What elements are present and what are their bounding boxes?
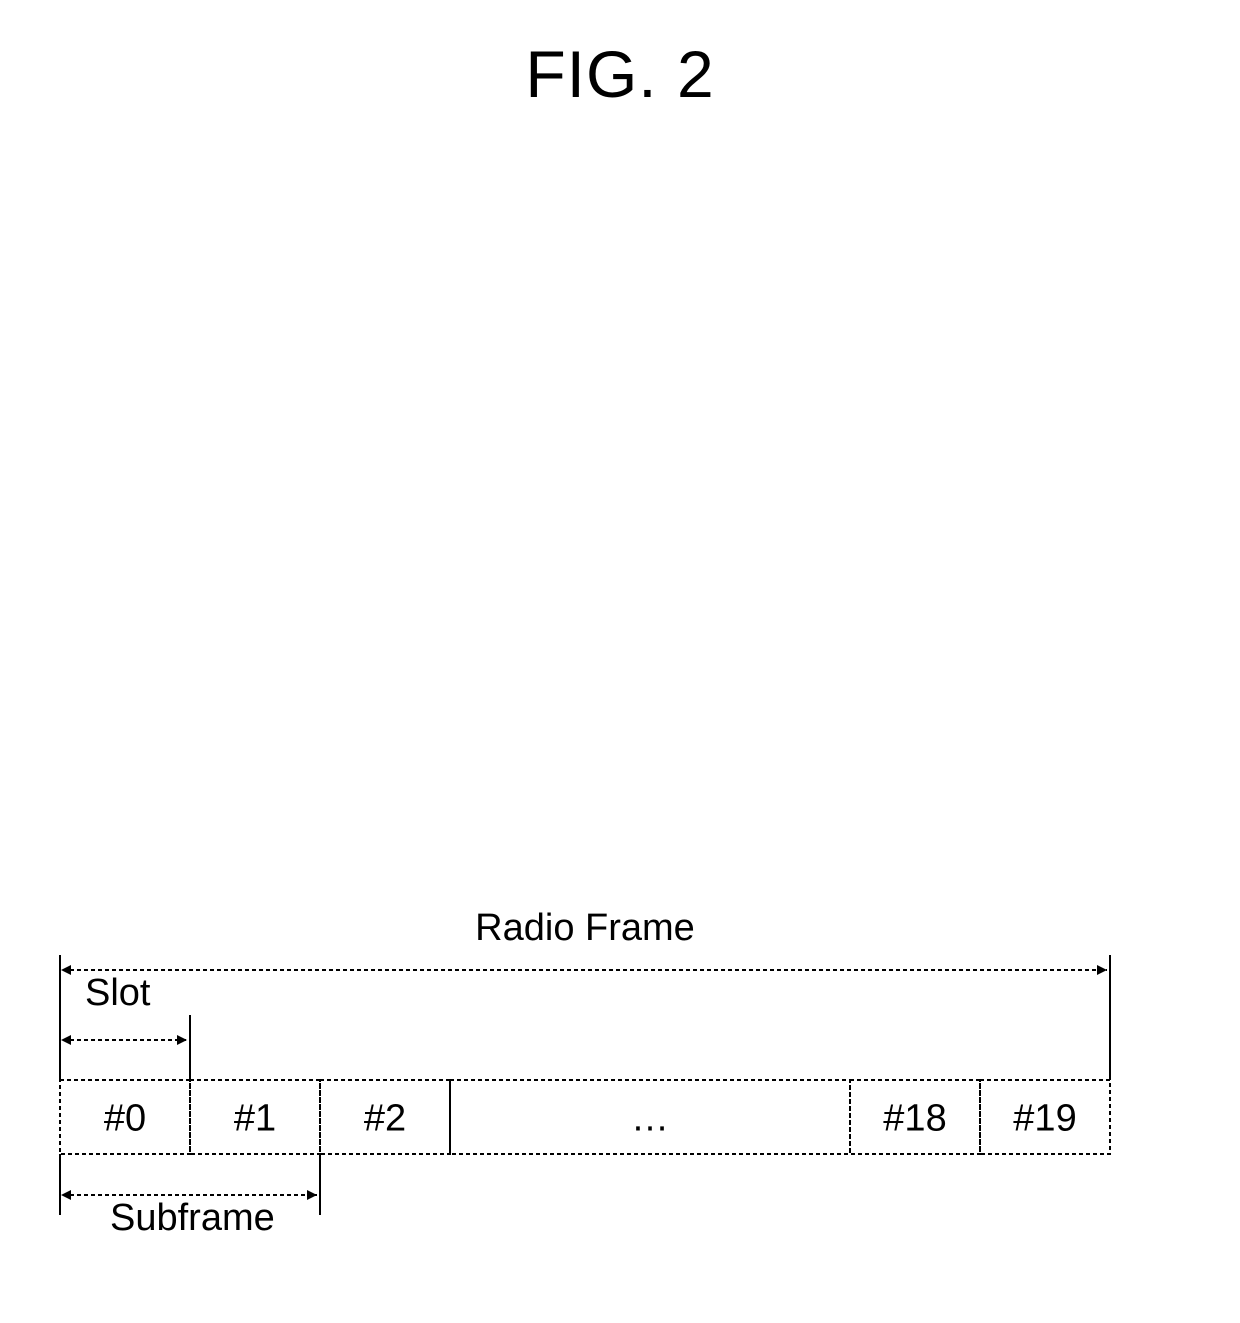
- slot-label-5: #19: [1013, 1097, 1076, 1139]
- slot-label-1: #1: [234, 1097, 276, 1139]
- radio-frame-label: Radio Frame: [475, 907, 695, 949]
- slot-label-4: #18: [883, 1097, 946, 1139]
- subframe-label: Subframe: [110, 1197, 275, 1239]
- slot-label-3: …: [631, 1097, 669, 1139]
- page: FIG. 2 #0#1#2…#18#19Radio FrameSlotSubfr…: [0, 0, 1240, 1323]
- radio-frame-diagram: #0 #1 #2 … #18 #19 Radio Frame Slot Subframe: [0, 0, 1240, 1323]
- slot-label-2: #2: [364, 1097, 406, 1139]
- slot-span-label: Slot: [85, 972, 151, 1014]
- slot-label-0: #0: [104, 1097, 146, 1139]
